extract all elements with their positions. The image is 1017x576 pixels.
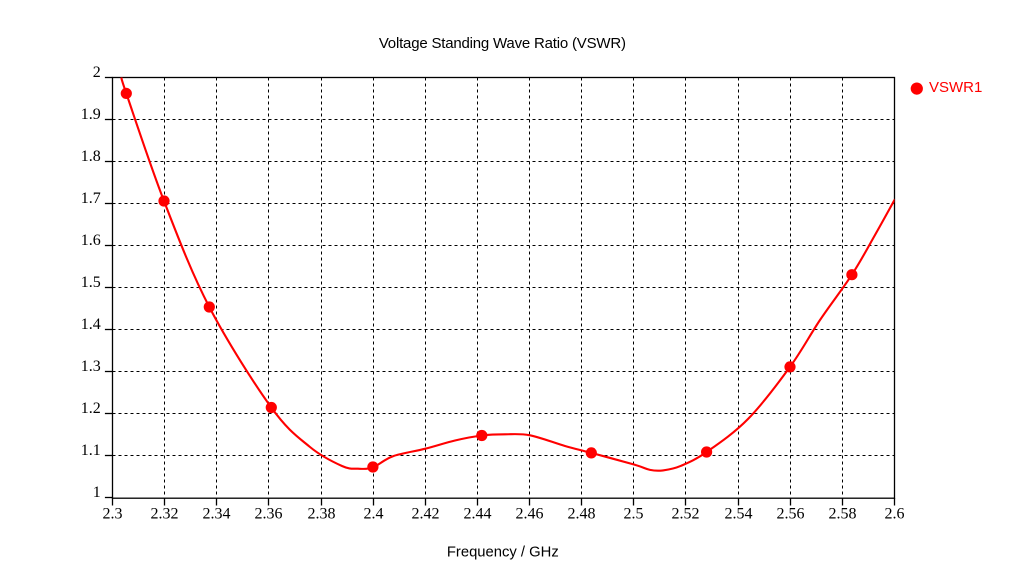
svg-text:1.5: 1.5 bbox=[81, 274, 101, 291]
svg-text:2.54: 2.54 bbox=[725, 506, 753, 523]
svg-text:2.44: 2.44 bbox=[464, 506, 492, 523]
svg-text:2.5: 2.5 bbox=[624, 506, 644, 523]
svg-text:Voltage Standing Wave Ratio (V: Voltage Standing Wave Ratio (VSWR) bbox=[379, 35, 626, 52]
svg-text:1.3: 1.3 bbox=[81, 358, 101, 375]
svg-text:2.42: 2.42 bbox=[412, 506, 440, 523]
svg-text:2.32: 2.32 bbox=[151, 506, 179, 523]
svg-text:Frequency / GHz: Frequency / GHz bbox=[447, 545, 559, 561]
svg-text:2.56: 2.56 bbox=[777, 506, 805, 523]
svg-text:2.4: 2.4 bbox=[364, 506, 384, 523]
svg-text:2.46: 2.46 bbox=[516, 506, 544, 523]
svg-text:1.9: 1.9 bbox=[81, 106, 101, 123]
svg-text:2.34: 2.34 bbox=[203, 506, 231, 523]
svg-text:1.2: 1.2 bbox=[81, 400, 101, 417]
svg-text:2.48: 2.48 bbox=[568, 506, 596, 523]
svg-text:1: 1 bbox=[93, 484, 101, 501]
svg-text:2.3: 2.3 bbox=[103, 506, 123, 523]
svg-text:VSWR1: VSWR1 bbox=[929, 79, 982, 96]
svg-text:2.36: 2.36 bbox=[255, 506, 283, 523]
svg-text:1.7: 1.7 bbox=[81, 190, 101, 207]
svg-text:1.1: 1.1 bbox=[81, 442, 101, 459]
svg-text:1.8: 1.8 bbox=[81, 148, 101, 165]
svg-text:2.58: 2.58 bbox=[829, 506, 857, 523]
svg-text:1.6: 1.6 bbox=[81, 232, 101, 249]
svg-text:2.52: 2.52 bbox=[672, 506, 700, 523]
svg-text:2.6: 2.6 bbox=[885, 506, 905, 523]
svg-text:2: 2 bbox=[93, 64, 101, 81]
svg-text:2.38: 2.38 bbox=[308, 506, 336, 523]
svg-text:1.4: 1.4 bbox=[81, 316, 101, 333]
